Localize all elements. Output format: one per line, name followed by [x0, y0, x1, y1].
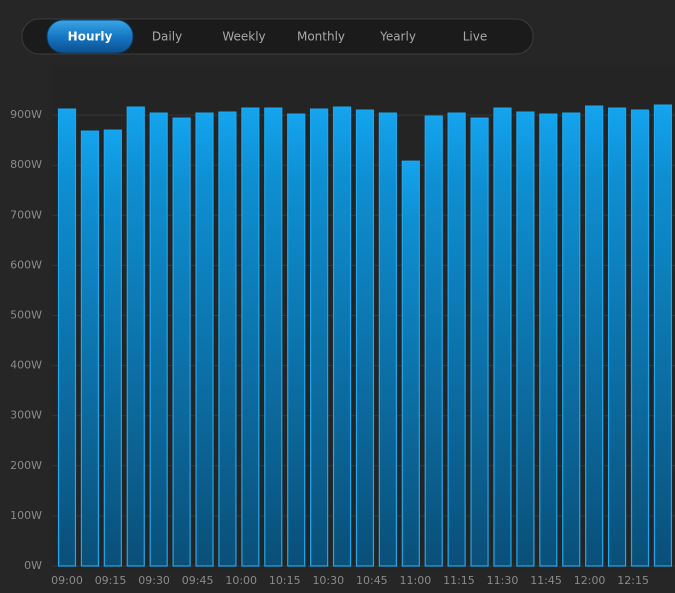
bar — [310, 108, 329, 567]
tab[interactable]: Weekly — [222, 30, 265, 44]
bar — [241, 107, 260, 567]
x-tick-label: 09:15 — [95, 574, 127, 587]
x-tick-label: 11:15 — [443, 574, 475, 587]
y-tick-label: 400W — [10, 359, 42, 372]
y-tick-label: 100W — [10, 509, 42, 522]
y-tick-label: 700W — [10, 208, 42, 221]
bar — [332, 106, 352, 567]
bar — [562, 112, 581, 567]
bar — [539, 113, 558, 567]
bar — [585, 105, 604, 567]
tab[interactable]: Monthly — [297, 30, 345, 44]
x-tick-label: 09:00 — [51, 574, 83, 587]
y-tick-label: 500W — [10, 309, 42, 322]
x-tick-label: 10:15 — [269, 574, 301, 587]
bar — [103, 129, 122, 567]
x-tick-label: 09:45 — [182, 574, 214, 587]
y-tick-label: 600W — [10, 258, 42, 271]
y-tick-label: 800W — [10, 158, 42, 171]
bar — [287, 113, 306, 567]
bar — [470, 117, 489, 567]
x-tick-label: 12:00 — [574, 574, 606, 587]
bar — [80, 130, 100, 567]
bar — [172, 117, 191, 567]
tab[interactable]: Yearly — [379, 30, 416, 44]
x-tick-label: 11:30 — [487, 574, 519, 587]
x-tick-label: 10:45 — [356, 574, 388, 587]
x-tick-label: 11:00 — [400, 574, 432, 587]
x-tick-label: 11:45 — [530, 574, 562, 587]
y-tick-label: 300W — [10, 409, 42, 422]
tab[interactable]: Daily — [152, 30, 182, 44]
y-tick-label: 900W — [10, 108, 42, 121]
bar — [218, 111, 237, 567]
active-tab-bg — [46, 19, 134, 54]
bar — [447, 112, 466, 567]
bar — [401, 160, 420, 567]
bar — [378, 112, 397, 567]
x-tick-label: 10:00 — [225, 574, 257, 587]
bar — [516, 111, 535, 567]
bar — [126, 106, 145, 567]
y-tick-label: 0W — [24, 559, 42, 572]
bar — [57, 108, 77, 567]
tab[interactable]: Hourly — [68, 30, 113, 44]
bar — [195, 112, 214, 567]
bar — [653, 104, 673, 567]
x-tick-label: 09:30 — [138, 574, 170, 587]
bar — [607, 107, 627, 567]
x-tick-label: 10:30 — [312, 574, 344, 587]
tab-bar — [21, 18, 534, 55]
bar — [493, 107, 512, 567]
chart: 0W 100W 200W 300W 400W 500W 600W 700W 800W 900W 09… — [10, 65, 675, 587]
y-tick-label: 200W — [10, 459, 42, 472]
bar — [149, 112, 168, 567]
tabs: Hourly Daily Weekly Monthly Yearly Live — [46, 19, 488, 54]
bar — [630, 109, 650, 567]
bar — [355, 109, 375, 567]
bar — [264, 107, 283, 567]
bar — [424, 115, 443, 567]
x-tick-label: 12:15 — [617, 574, 649, 587]
tab[interactable]: Live — [463, 30, 488, 44]
